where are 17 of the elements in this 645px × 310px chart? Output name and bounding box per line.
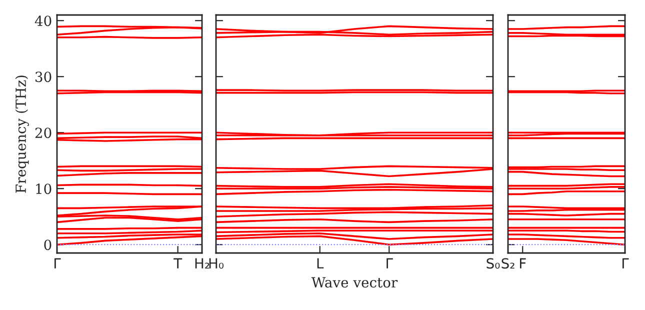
x-tick-label: Γ (386, 258, 393, 268)
y-axis-title: Frequency (THz) (15, 76, 29, 193)
y-tick-label: 0 (44, 240, 52, 250)
y-tick-label: 40 (34, 16, 52, 26)
x-tick-label: F (520, 258, 526, 268)
x-tick-label: S₂ (502, 258, 514, 269)
x-tick-label: Γ (54, 258, 61, 268)
x-tick-label: T (174, 258, 182, 268)
y-tick-label: 30 (36, 72, 52, 82)
x-tick-label: H₀ (209, 258, 224, 269)
x-axis-title: Wave vector (311, 277, 398, 288)
x-tick-label: Γ (622, 258, 629, 268)
y-tick-label: 10 (36, 184, 52, 194)
y-tick-label: 20 (35, 128, 52, 138)
x-tick-label: H₂ (195, 258, 210, 268)
x-tick-label: S₀ (486, 258, 500, 269)
x-tick-label: L (317, 258, 324, 268)
